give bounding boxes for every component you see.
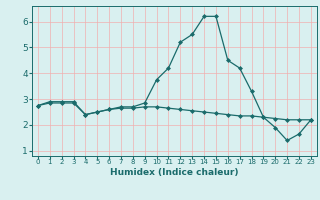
X-axis label: Humidex (Indice chaleur): Humidex (Indice chaleur) xyxy=(110,168,239,177)
